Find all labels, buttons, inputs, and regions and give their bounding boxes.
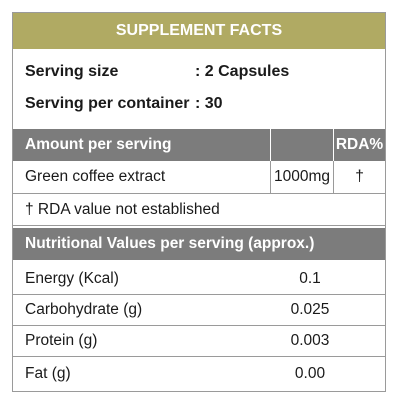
amount-header-label: Amount per serving — [25, 136, 172, 153]
nutrition-header: Nutritional Values per serving (approx.) — [13, 228, 385, 260]
panel-title: SUPPLEMENT FACTS — [13, 13, 385, 49]
rda-footnote: † RDA value not established — [25, 200, 220, 218]
nutrient-value: 0.00 — [294, 365, 326, 382]
nutrient-value: 0.025 — [290, 301, 330, 318]
ingredient-rda: † — [355, 168, 364, 185]
nutrition-header-label: Nutritional Values per serving (approx.) — [25, 235, 315, 252]
amount-header: Amount per serving RDA% — [13, 129, 385, 161]
header-divider — [270, 129, 271, 161]
ingredient-amount: 1000mg — [273, 168, 330, 185]
table-row: Energy (Kcal) 0.1 — [13, 263, 385, 295]
serving-size-value: : 2 Capsules — [195, 63, 290, 80]
nutrient-name: Protein (g) — [25, 332, 98, 349]
row-divider — [333, 161, 334, 193]
table-row: Protein (g) 0.003 — [13, 326, 385, 357]
table-row: Green coffee extract 1000mg † — [13, 161, 385, 194]
nutrient-value: 0.1 — [299, 269, 321, 287]
ingredient-name: Green coffee extract — [25, 168, 166, 185]
serving-size-label: Serving size — [25, 63, 119, 80]
table-row: Carbohydrate (g) 0.025 — [13, 295, 385, 326]
nutrient-name: Carbohydrate (g) — [25, 301, 143, 318]
supplement-facts-panel: SUPPLEMENT FACTS Serving size : 2 Capsul… — [12, 12, 386, 392]
row-divider — [270, 161, 271, 193]
nutrient-name: Energy (Kcal) — [25, 269, 119, 287]
table-row: Fat (g) 0.00 — [13, 357, 385, 391]
serving-info: Serving size : 2 Capsules Serving per co… — [13, 49, 385, 139]
serving-per-container-value: : 30 — [195, 95, 223, 112]
footnote-row: † RDA value not established — [13, 194, 385, 226]
nutrient-name: Fat (g) — [25, 365, 71, 382]
amount-header-rda: RDA% — [335, 136, 384, 153]
header-divider — [333, 129, 334, 161]
nutrient-value: 0.003 — [290, 332, 330, 349]
serving-per-container-label: Serving per container — [25, 95, 190, 112]
